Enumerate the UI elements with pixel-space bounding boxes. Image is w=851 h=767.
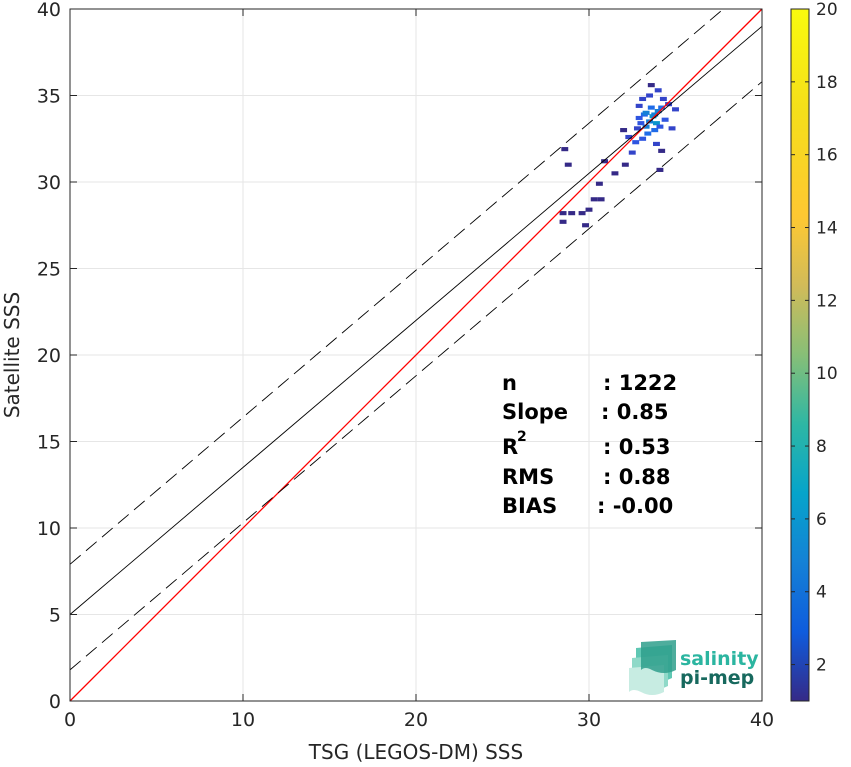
density-cell <box>611 171 619 176</box>
y-tick-label: 5 <box>49 605 61 627</box>
density-cell <box>597 197 605 202</box>
density-cell <box>668 126 676 131</box>
colorbar-tick-label: 12 <box>816 291 838 311</box>
regression-line <box>69 25 763 615</box>
density-cell <box>561 147 569 152</box>
stat-bias-value: : -0.00 <box>597 494 673 518</box>
dashed-lower-line <box>69 81 763 671</box>
colorbar-tick-label: 6 <box>816 510 827 530</box>
y-tick-label: 0 <box>49 691 61 713</box>
stat-r2-sup: 2 <box>517 429 527 445</box>
density-cell <box>564 162 572 167</box>
density-cell <box>653 121 660 126</box>
colorbar-tick-label: 4 <box>816 583 827 603</box>
reference-lines <box>69 8 763 702</box>
stat-n-value: : 1222 <box>603 371 677 395</box>
colorbar-tick-label: 16 <box>816 146 838 166</box>
colorbar-tick-label: 18 <box>816 73 838 93</box>
stat-r2-value: : 0.53 <box>603 435 671 459</box>
density-cell <box>582 223 589 228</box>
y-tick-label: 25 <box>37 259 61 281</box>
density-cell <box>658 148 666 153</box>
density-cell <box>656 124 664 129</box>
y-tick-label: 40 <box>37 0 61 21</box>
density-cell <box>590 197 598 202</box>
colorbar-tick-label: 14 <box>816 219 838 239</box>
density-cell <box>661 117 669 122</box>
colorbar-tick-label: 10 <box>816 364 838 384</box>
density-cell <box>654 108 662 114</box>
density-cell <box>672 107 679 112</box>
density-cell <box>647 83 655 88</box>
colorbar-tick-label: 20 <box>816 0 838 20</box>
y-tick-label: 10 <box>37 518 61 540</box>
x-tick-label: 40 <box>750 709 774 731</box>
density-cell <box>654 88 662 93</box>
density-cell <box>639 96 647 102</box>
density-cell <box>637 121 645 126</box>
density-cells <box>559 83 679 228</box>
logo-line-1: salinity <box>680 648 759 670</box>
colorbar: 2 4 6 8 10 12 14 16 18 20 <box>790 0 838 702</box>
x-tick-label: 10 <box>231 709 255 731</box>
y-tick-label: 15 <box>37 432 61 454</box>
density-cell <box>635 103 643 108</box>
density-cell <box>656 167 664 172</box>
density-cell <box>647 105 655 110</box>
density-cell <box>601 159 609 164</box>
density-cell <box>644 131 652 136</box>
salinity-pi-mep-logo: salinity pi-mep <box>629 640 759 695</box>
density-cell <box>642 124 650 129</box>
density-cell <box>646 93 654 98</box>
density-cell <box>625 134 633 140</box>
colorbar-gradient <box>790 8 810 702</box>
x-axis-label: TSG (LEGOS-DM) SSS <box>308 740 523 764</box>
dashed-upper-line <box>69 8 724 565</box>
density-cell <box>633 126 641 131</box>
stat-rms-label: RMS <box>502 465 554 489</box>
density-cell <box>628 150 636 155</box>
density-cell <box>642 110 650 115</box>
density-cell <box>653 141 660 147</box>
density-cell <box>665 102 673 107</box>
density-cell <box>568 211 576 216</box>
colorbar-ticks: 2 4 6 8 10 12 14 16 18 20 <box>791 0 838 676</box>
stat-slope-value: : 0.85 <box>601 400 669 424</box>
density-cell <box>651 128 659 133</box>
y-axis-label: Satellite SSS <box>0 292 24 418</box>
y-tick-label: 20 <box>37 345 61 367</box>
density-cell <box>659 96 667 102</box>
wave-stack-icon <box>629 640 676 695</box>
density-cell <box>635 115 643 121</box>
y-tick-label: 35 <box>37 86 61 108</box>
density-cell <box>651 112 659 117</box>
density-cell <box>632 140 640 145</box>
x-tick-label: 30 <box>577 709 601 731</box>
density-cell <box>559 219 567 224</box>
density-cell <box>620 128 628 133</box>
colorbar-tick-label: 2 <box>816 656 827 676</box>
x-tick-label: 0 <box>64 709 76 731</box>
stat-r2-label: R <box>502 435 518 459</box>
density-cell <box>585 207 593 212</box>
x-tick-label: 20 <box>404 709 428 731</box>
density-cell <box>639 136 647 141</box>
stats-box: n : 1222 Slope : 0.85 R 2 : 0.53 RMS : 0… <box>502 371 677 518</box>
stat-bias-label: BIAS <box>502 494 557 518</box>
stat-slope-label: Slope <box>502 400 568 424</box>
colorbar-tick-label: 8 <box>816 437 827 457</box>
density-cell <box>559 211 567 216</box>
stat-rms-value: : 0.88 <box>603 465 671 489</box>
axis-ticks: 0 10 20 30 40 0 5 10 15 20 25 30 35 40 <box>37 0 774 731</box>
y-tick-label: 30 <box>37 172 61 194</box>
logo-line-2: pi-mep <box>680 667 754 689</box>
stat-n-label: n <box>502 371 517 395</box>
density-cell <box>621 162 629 167</box>
density-cell <box>595 181 603 186</box>
density-cell <box>658 105 666 110</box>
density-cell <box>578 211 586 216</box>
